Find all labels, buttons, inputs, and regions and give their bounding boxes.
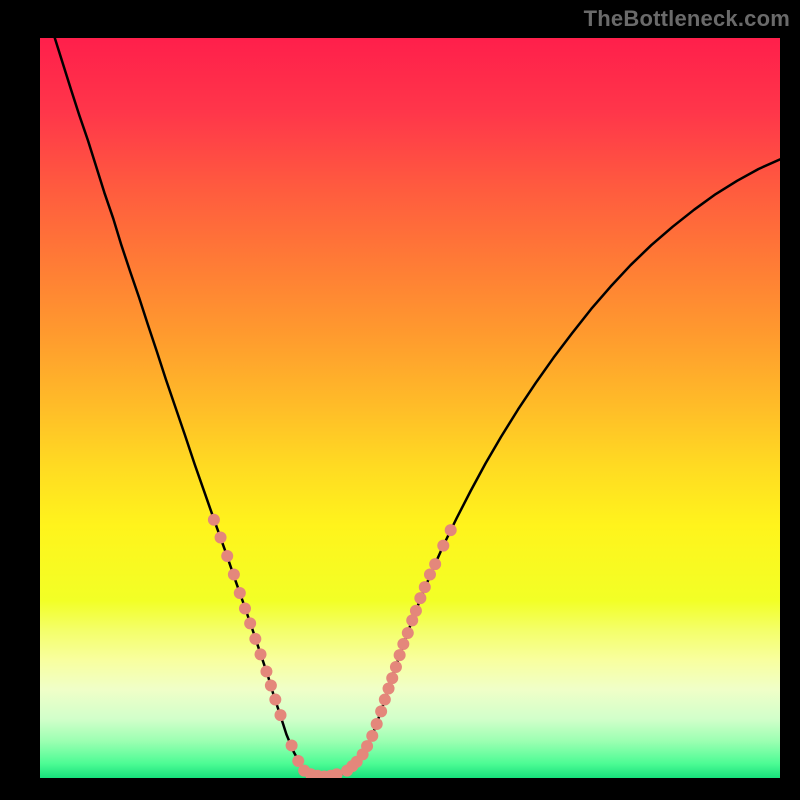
- data-marker: [249, 633, 261, 645]
- data-marker: [397, 638, 409, 650]
- data-marker: [366, 730, 378, 742]
- data-marker: [371, 718, 383, 730]
- data-marker: [221, 550, 233, 562]
- data-marker: [208, 514, 220, 526]
- data-marker: [228, 569, 240, 581]
- data-marker: [383, 682, 395, 694]
- data-marker: [286, 739, 298, 751]
- data-marker: [410, 605, 422, 617]
- data-marker: [255, 648, 267, 660]
- data-marker: [386, 672, 398, 684]
- data-marker: [215, 532, 227, 544]
- data-marker: [269, 694, 281, 706]
- data-marker: [424, 569, 436, 581]
- data-marker: [414, 592, 426, 604]
- data-marker: [429, 558, 441, 570]
- data-marker: [265, 680, 277, 692]
- data-marker: [419, 581, 431, 593]
- data-marker: [390, 661, 402, 673]
- data-marker: [394, 649, 406, 661]
- data-marker: [244, 617, 256, 629]
- data-marker: [375, 705, 387, 717]
- data-marker: [379, 694, 391, 706]
- data-marker: [275, 709, 287, 721]
- chart-container: TheBottleneck.com: [0, 0, 800, 800]
- data-marker: [437, 540, 449, 552]
- plot-background: [40, 38, 780, 778]
- data-marker: [445, 524, 457, 536]
- data-marker: [234, 587, 246, 599]
- watermark-text: TheBottleneck.com: [584, 6, 790, 32]
- data-marker: [239, 603, 251, 615]
- data-marker: [402, 627, 414, 639]
- data-marker: [361, 740, 373, 752]
- chart-svg: [40, 38, 780, 778]
- data-marker: [260, 665, 272, 677]
